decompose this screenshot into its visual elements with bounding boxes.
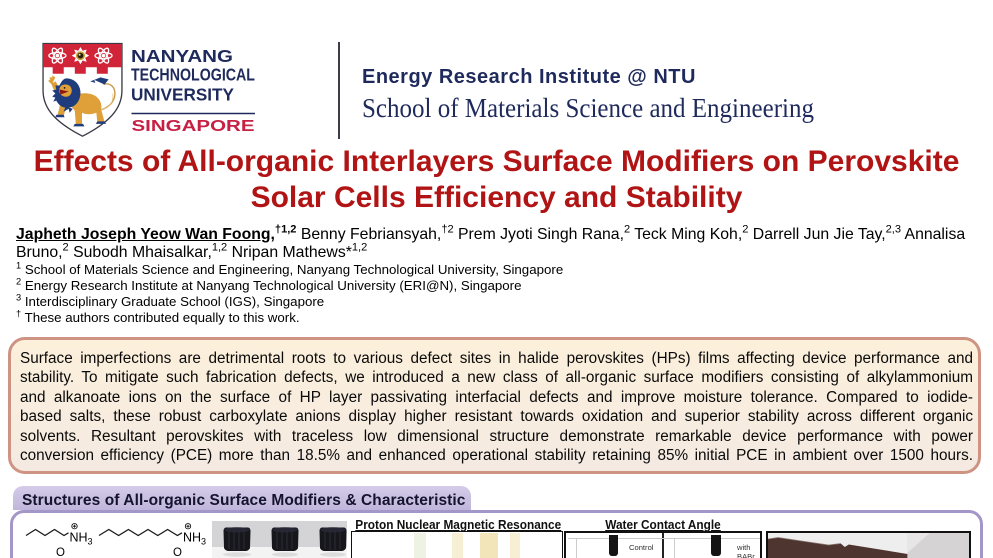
svg-text:NH: NH xyxy=(70,531,88,545)
svg-text:3: 3 xyxy=(201,537,206,547)
svg-text:NANYANG: NANYANG xyxy=(131,46,233,66)
svg-text:NH: NH xyxy=(183,531,201,545)
svg-text:O: O xyxy=(173,547,182,558)
svg-text:TECHNOLOGICAL: TECHNOLOGICAL xyxy=(131,65,255,85)
svg-text:O: O xyxy=(56,547,65,558)
svg-text:SINGAPORE: SINGAPORE xyxy=(132,118,255,135)
svg-text:UNIVERSITY: UNIVERSITY xyxy=(131,85,234,105)
svg-text:3: 3 xyxy=(88,537,93,547)
